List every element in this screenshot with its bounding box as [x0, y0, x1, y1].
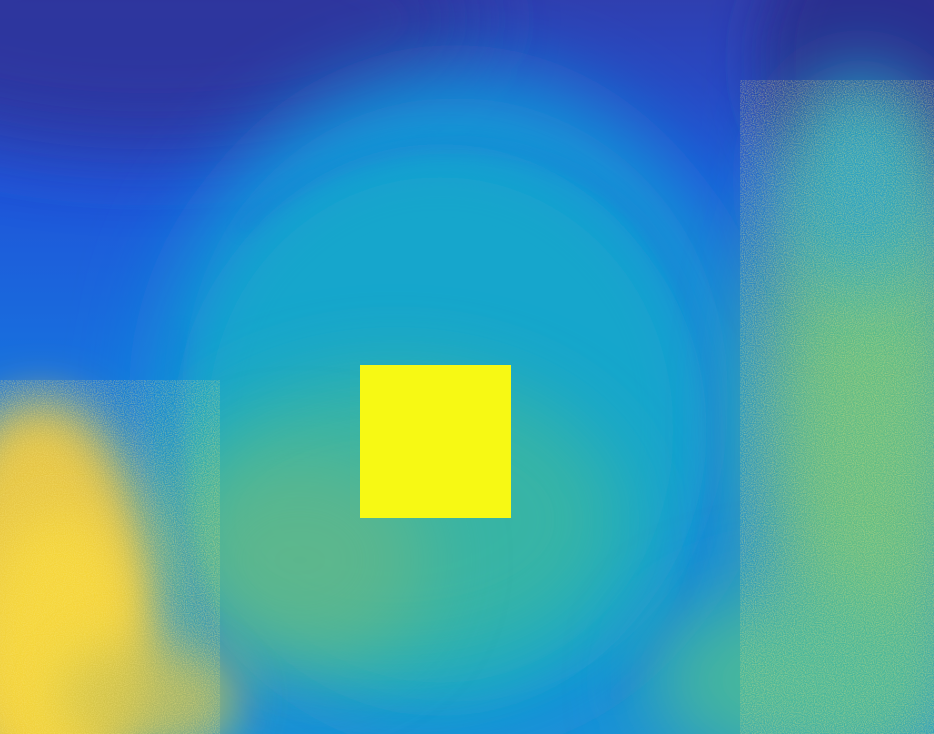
- yellow-square-marker: [360, 365, 511, 518]
